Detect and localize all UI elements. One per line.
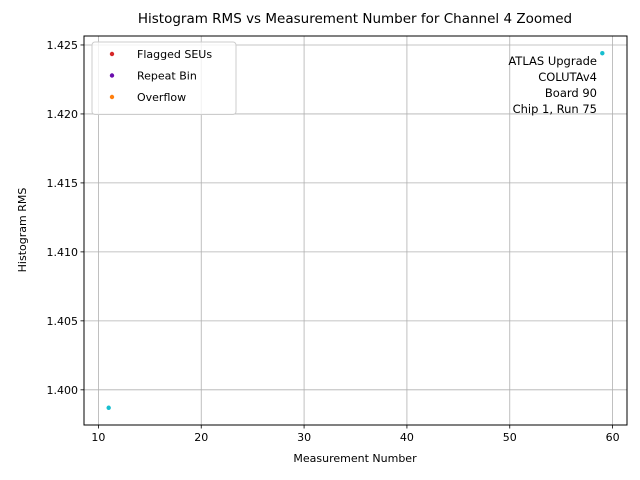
y-tick-label: 1.405 [47, 315, 79, 328]
y-axis-label: Histogram RMS [16, 188, 29, 273]
y-tick-label: 1.415 [47, 177, 79, 190]
legend-frame [91, 41, 237, 115]
data-point [106, 405, 111, 410]
legend-label: Overflow [137, 91, 186, 104]
y-tick-label: 1.425 [47, 39, 79, 52]
legend-label: Repeat Bin [137, 70, 197, 83]
x-tick-label: 60 [606, 431, 620, 444]
x-tick-label: 30 [297, 431, 311, 444]
data-point [600, 51, 605, 56]
legend: Flagged SEUs Repeat Bin Overflow [91, 41, 237, 115]
x-tick-label: 10 [91, 431, 105, 444]
legend-marker [109, 73, 115, 78]
annotation-line: Board 90 [545, 86, 597, 100]
annotation-block: ATLAS Upgrade COLUTAv4 Board 90 Chip 1, Run… [508, 54, 597, 116]
y-tick-label: 1.410 [47, 246, 79, 259]
x-tick-label: 50 [503, 431, 517, 444]
legend-marker [109, 51, 115, 57]
data-points [106, 51, 605, 410]
legend-label: Flagged SEUs [137, 48, 212, 61]
y-tick-label: 1.400 [47, 384, 79, 397]
x-tick-label: 40 [400, 431, 414, 444]
chart-title: Histogram RMS vs Measurement Number for … [138, 11, 572, 27]
annotation-line: COLUTAv4 [538, 70, 597, 84]
plot-area-frame [83, 35, 628, 426]
x-axis-label: Measurement Number [293, 452, 417, 465]
x-axis-ticks: 10 20 30 40 50 60 [91, 425, 620, 444]
annotation-line: Chip 1, Run 75 [513, 102, 597, 116]
legend-marker [109, 94, 115, 100]
annotation-line: ATLAS Upgrade [508, 54, 597, 68]
y-axis-ticks: 1.400 1.405 1.410 1.415 1.420 1.425 [47, 39, 84, 397]
y-tick-label: 1.420 [47, 108, 79, 121]
x-tick-label: 20 [194, 431, 208, 444]
